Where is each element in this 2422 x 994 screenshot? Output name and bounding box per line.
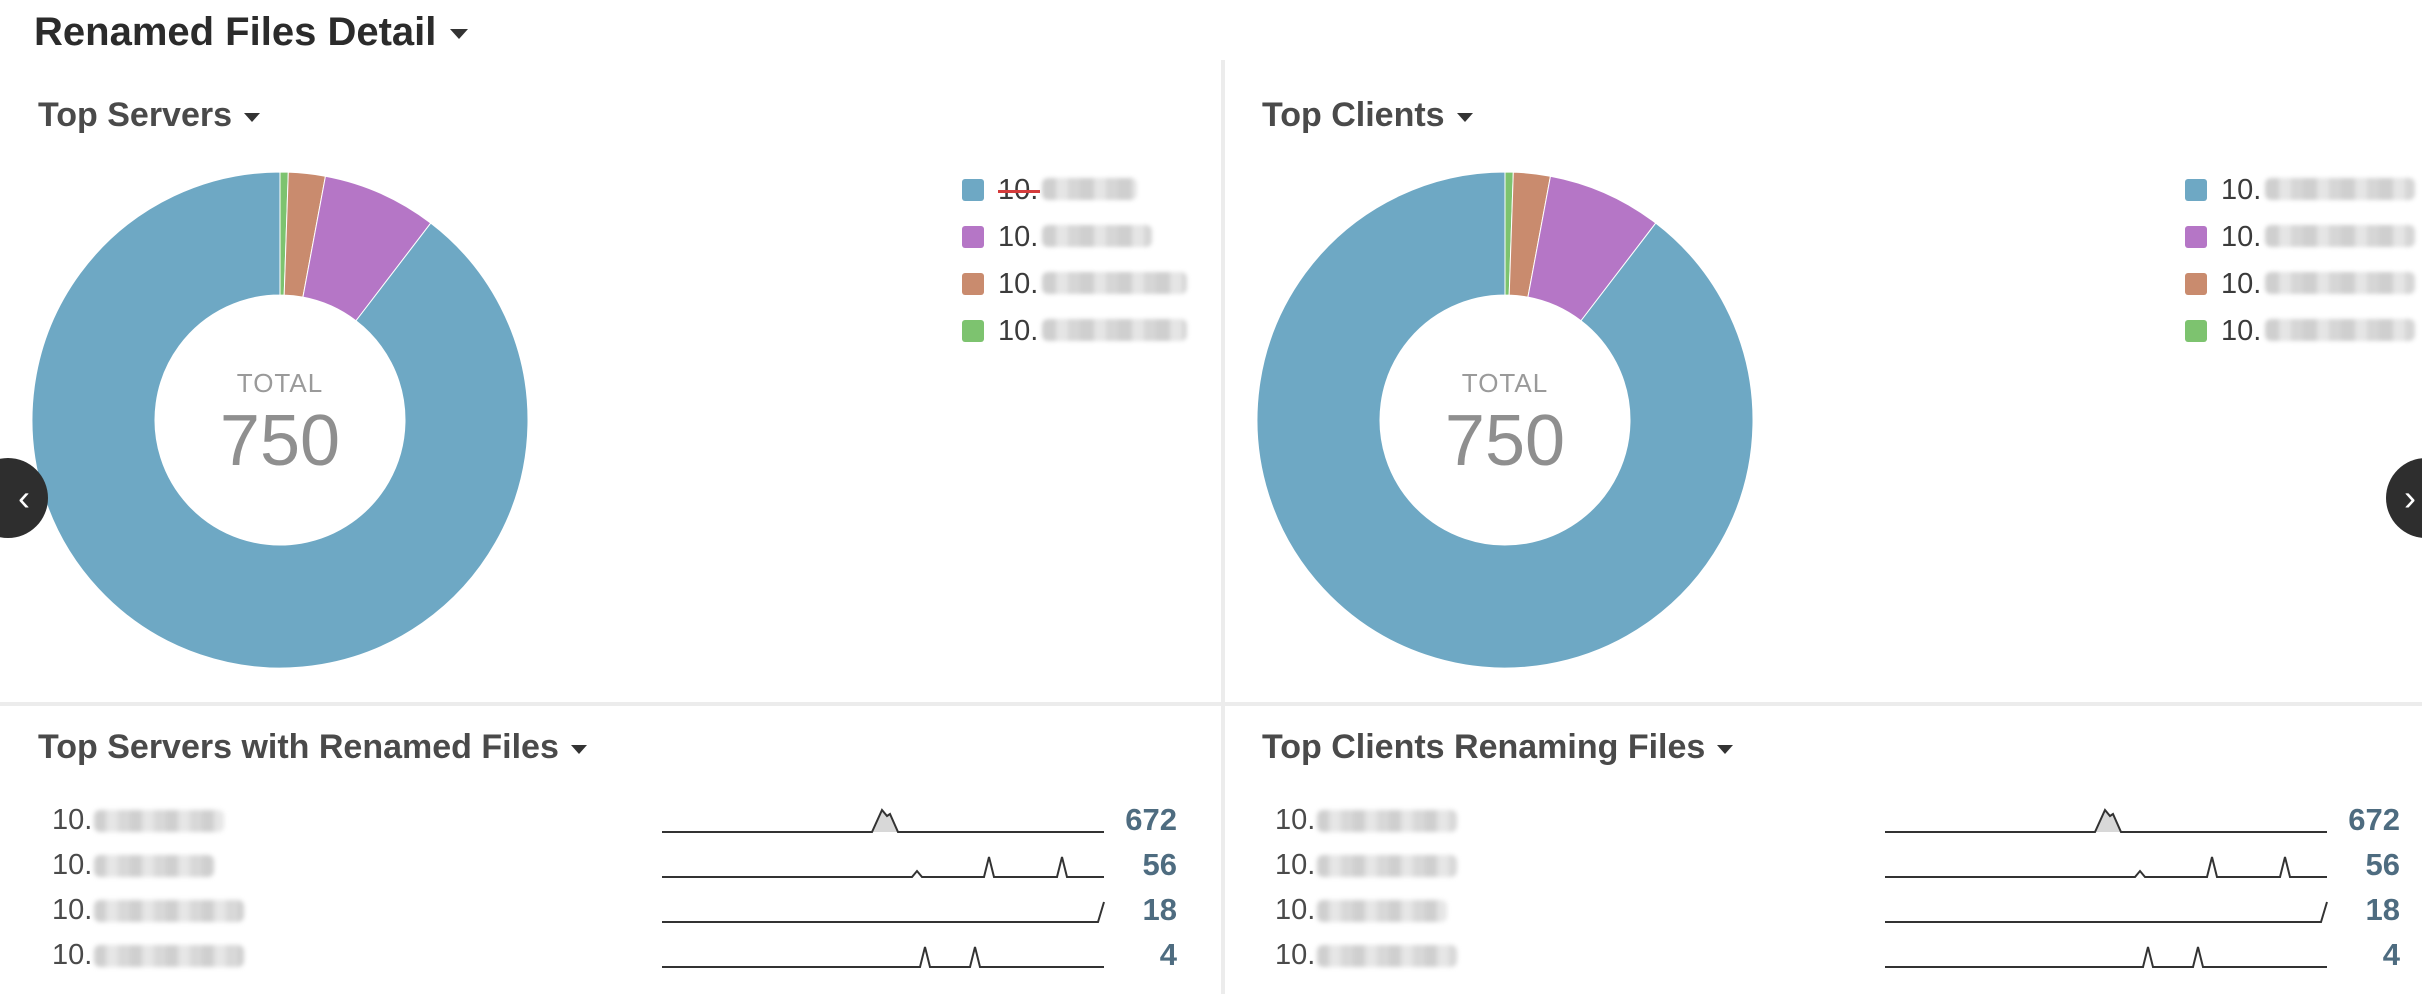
top-servers-total-label: TOTAL: [236, 368, 324, 398]
legend-label: 10.: [998, 268, 1039, 300]
caret-down-icon: [450, 29, 469, 40]
legend-swatch: [2185, 273, 2207, 295]
redacted-text: [94, 855, 214, 877]
clients-renaming-title-menu[interactable]: Top Clients Renaming Files: [1262, 728, 1734, 767]
clients-renaming-row-2[interactable]: 10. 56: [1275, 845, 2405, 885]
row-value: 672: [1125, 802, 1177, 837]
redacted-text: [2265, 178, 2415, 200]
redacted-text: [1042, 225, 1152, 247]
sparkline: [1885, 856, 2327, 878]
redacted-text: [1042, 319, 1187, 341]
legend-label: 10.: [998, 221, 1039, 253]
redacted-text: [1317, 945, 1457, 967]
clients-renaming-row-3[interactable]: 10. 18: [1275, 890, 2405, 930]
servers-renamed-row-2[interactable]: 10. 56: [52, 845, 1182, 885]
clients-renaming-row-1[interactable]: 10. 672: [1275, 800, 2405, 840]
servers-renamed-title: Top Servers with Renamed Files: [38, 728, 559, 766]
sparkline: [1885, 808, 2327, 833]
legend-swatch: [962, 179, 984, 201]
legend-label: 10.: [2221, 174, 2262, 206]
redacted-text: [1042, 178, 1137, 200]
top-clients-title-menu[interactable]: Top Clients: [1262, 96, 1473, 135]
caret-down-icon: [570, 744, 587, 754]
top-servers-donut-chart[interactable]: [30, 170, 530, 670]
chevron-right-icon: ›: [2404, 477, 2416, 518]
legend-label: 10.: [2221, 268, 2262, 300]
caret-down-icon: [1456, 112, 1473, 122]
chevron-left-icon: ‹: [18, 477, 30, 518]
clients-renaming-title: Top Clients Renaming Files: [1262, 728, 1706, 766]
row-value: 18: [1142, 892, 1177, 927]
redacted-text: [1317, 855, 1457, 877]
legend-label: 10.: [2221, 221, 2262, 253]
row-label: 10.: [52, 894, 93, 926]
page-title-menu[interactable]: Renamed Files Detail: [34, 10, 469, 55]
servers-renamed-row-4[interactable]: 10. 4: [52, 935, 1182, 975]
redacted-text: [94, 900, 244, 922]
redacted-text: [94, 945, 244, 967]
row-value: 672: [2348, 802, 2400, 837]
sparkline: [662, 808, 1104, 833]
legend-label: 10.: [2221, 315, 2262, 347]
row-label: 10.: [1275, 939, 1316, 971]
row-value: 4: [2382, 937, 2400, 972]
row-label: 10.: [52, 939, 93, 971]
top-clients-donut-chart[interactable]: [1255, 170, 1755, 670]
donut-slice-1[interactable]: [1256, 171, 1754, 669]
legend-swatch: [962, 320, 984, 342]
row-label: 10.: [1275, 894, 1316, 926]
redacted-text: [94, 810, 224, 832]
caret-down-icon: [244, 112, 261, 122]
servers-renamed-row-1[interactable]: 10. 672: [52, 800, 1182, 840]
panel-divider-vertical: [1221, 60, 1225, 994]
row-value: 56: [2365, 847, 2400, 882]
row-value: 4: [1159, 937, 1177, 972]
legend-swatch: [962, 226, 984, 248]
redacted-text: [2265, 272, 2415, 294]
redacted-text: [1042, 272, 1187, 294]
sparkline: [662, 856, 1104, 878]
legend-swatch: [2185, 320, 2207, 342]
row-value: 56: [1142, 847, 1177, 882]
redacted-text: [1317, 900, 1447, 922]
top-clients-title: Top Clients: [1262, 96, 1445, 134]
legend-label: 10.: [998, 315, 1039, 347]
row-label: 10.: [52, 804, 93, 836]
panel-divider-horizontal: [0, 702, 2422, 706]
donut-slice-1[interactable]: [31, 171, 529, 669]
caret-down-icon: [1717, 744, 1734, 754]
top-clients-total-value: 750: [1444, 401, 1566, 481]
legend-swatch: [2185, 226, 2207, 248]
servers-renamed-row-3[interactable]: 10. 18: [52, 890, 1182, 930]
legend-swatch: [962, 273, 984, 295]
top-servers-total-value: 750: [219, 401, 341, 481]
row-label: 10.: [1275, 849, 1316, 881]
row-value: 18: [2365, 892, 2400, 927]
redacted-text: [2265, 319, 2415, 341]
row-label: 10.: [52, 849, 93, 881]
top-servers-title: Top Servers: [38, 96, 233, 134]
servers-renamed-title-menu[interactable]: Top Servers with Renamed Files: [38, 728, 587, 767]
sparkline: [1885, 946, 2327, 968]
redacted-text: [2265, 225, 2415, 247]
clients-renaming-row-4[interactable]: 10. 4: [1275, 935, 2405, 975]
sparkline: [1885, 901, 2328, 923]
redacted-text: [1317, 810, 1457, 832]
top-clients-total-label: TOTAL: [1461, 368, 1549, 398]
row-label: 10.: [1275, 804, 1316, 836]
sparkline: [662, 901, 1105, 923]
legend-swatch: [2185, 179, 2207, 201]
carousel-next-button[interactable]: ›: [2386, 458, 2422, 538]
page-title: Renamed Files Detail: [34, 10, 437, 54]
sparkline: [662, 946, 1104, 968]
top-servers-title-menu[interactable]: Top Servers: [38, 96, 261, 135]
legend-strikethrough: [998, 190, 1040, 193]
